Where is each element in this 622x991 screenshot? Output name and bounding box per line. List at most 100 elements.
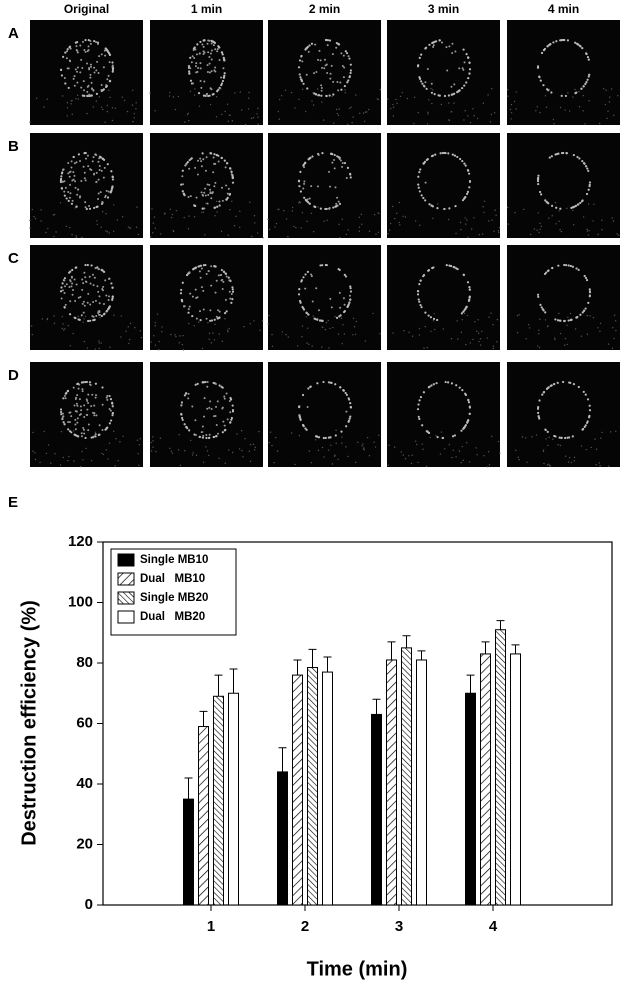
speckle: [400, 451, 402, 453]
speckle: [404, 458, 407, 460]
echo: [196, 382, 199, 385]
speckle: [301, 88, 304, 90]
echo: [210, 42, 213, 45]
echo: [208, 433, 211, 436]
echo: [311, 300, 314, 303]
echo: [550, 155, 553, 158]
echo: [209, 52, 212, 55]
echo: [305, 428, 308, 431]
echo: [222, 280, 225, 283]
echo: [445, 264, 448, 267]
speckle: [193, 216, 196, 218]
speckle: [457, 338, 459, 340]
speckle: [278, 98, 281, 101]
echo: [108, 394, 111, 398]
speckle: [572, 96, 574, 98]
echo: [80, 180, 83, 183]
echo: [70, 415, 73, 418]
echo: [581, 159, 584, 163]
echo: [95, 205, 98, 209]
speckle: [440, 103, 443, 106]
echo: [458, 67, 461, 70]
echo: [111, 175, 114, 179]
column-header: 4 min: [548, 2, 579, 16]
echo: [325, 94, 328, 98]
speckle: [69, 227, 71, 229]
speckle: [516, 314, 519, 317]
echo: [84, 201, 87, 204]
echo: [331, 53, 334, 56]
echo: [419, 279, 422, 282]
speckle: [580, 335, 583, 337]
echo: [231, 298, 234, 301]
echo: [446, 69, 449, 72]
speckle: [252, 116, 255, 119]
echo: [424, 311, 427, 314]
speckle: [117, 459, 119, 462]
speckle: [324, 328, 327, 331]
speckle: [68, 455, 70, 458]
echo: [93, 414, 96, 417]
echo: [205, 93, 208, 96]
echo: [305, 199, 308, 202]
echo: [564, 94, 568, 98]
row-label: C: [8, 250, 19, 267]
speckle: [337, 114, 340, 117]
echo: [582, 85, 585, 88]
echo: [97, 290, 100, 293]
echo: [432, 317, 436, 320]
speckle: [317, 206, 319, 208]
speckle: [172, 96, 175, 98]
speckle: [554, 202, 557, 204]
echo: [77, 387, 80, 390]
echo: [586, 78, 589, 81]
y-tick-label: 20: [76, 835, 93, 852]
echo: [187, 195, 190, 198]
speckle: [215, 96, 218, 98]
echo: [431, 41, 434, 45]
echo: [207, 51, 210, 54]
speckle: [188, 215, 190, 217]
echo: [63, 285, 66, 288]
echo: [223, 59, 226, 62]
echo: [206, 183, 209, 186]
speckle: [563, 344, 566, 346]
speckle: [582, 110, 584, 112]
echo: [348, 57, 351, 60]
echo: [206, 381, 209, 384]
echo: [91, 393, 94, 396]
speckle: [261, 319, 264, 322]
echo: [347, 397, 350, 400]
speckle: [323, 220, 325, 222]
echo: [86, 408, 89, 411]
speckle: [171, 213, 174, 216]
echo: [347, 55, 350, 58]
y-tick-label: 60: [76, 714, 93, 731]
echo: [227, 276, 230, 279]
speckle: [285, 218, 288, 220]
echo: [583, 425, 586, 428]
speckle: [610, 88, 613, 90]
speckle: [283, 209, 285, 212]
speckle: [257, 116, 259, 118]
echo: [417, 403, 420, 406]
echo: [69, 192, 72, 195]
echo: [80, 435, 83, 438]
echo: [464, 195, 467, 199]
echo: [100, 84, 103, 87]
speckle: [566, 343, 568, 346]
speckle: [597, 233, 599, 236]
echo: [316, 382, 319, 385]
echo: [556, 319, 560, 322]
speckle: [322, 326, 324, 329]
echo: [208, 94, 211, 97]
speckle: [427, 113, 429, 115]
echo: [221, 386, 224, 389]
speckle: [112, 230, 115, 232]
echo: [439, 152, 442, 155]
speckle: [323, 456, 325, 458]
echo: [216, 50, 219, 53]
echo: [327, 436, 331, 439]
speckle: [312, 230, 315, 233]
echo: [348, 417, 351, 420]
